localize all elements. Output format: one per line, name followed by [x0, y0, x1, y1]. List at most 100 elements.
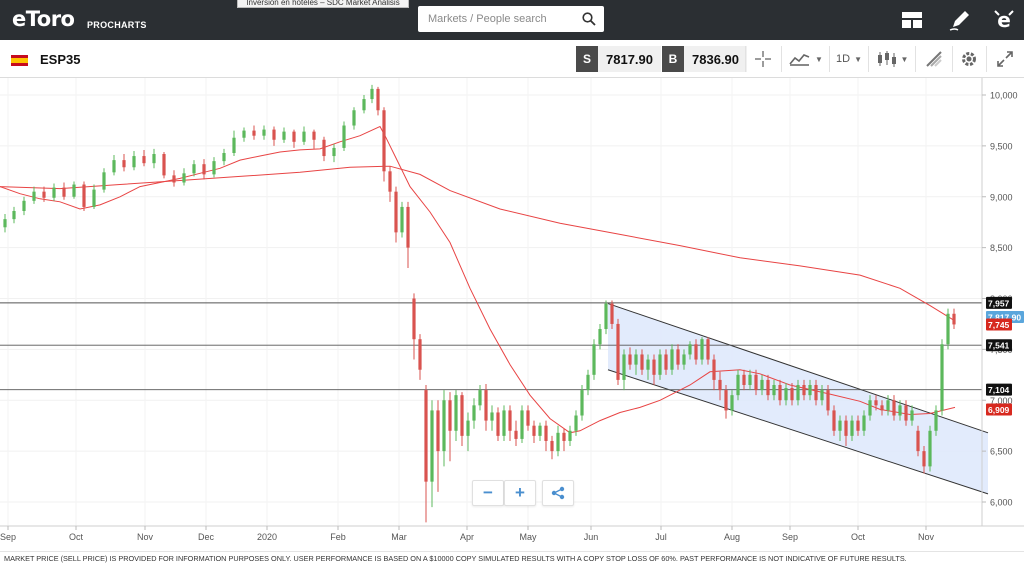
separator [781, 46, 782, 72]
candle-body [242, 130, 246, 138]
candle-body [634, 354, 638, 365]
chart-type-icon [789, 54, 810, 66]
drawing-button[interactable] [920, 46, 948, 72]
x-tick-label: Dec [198, 532, 215, 542]
candle-body [898, 405, 902, 416]
candle-body [724, 390, 728, 411]
candle [418, 334, 422, 380]
candle-body [736, 374, 740, 396]
candle-body [418, 339, 422, 370]
candle-body [400, 206, 404, 233]
candle [598, 323, 602, 350]
candle [262, 125, 266, 140]
candle-body [520, 410, 524, 439]
candle-body [604, 303, 608, 330]
separator [952, 46, 953, 72]
candle [252, 125, 256, 140]
instrument-symbol: ESP35 [40, 52, 81, 67]
etoro-logo[interactable]: eToro [12, 7, 75, 31]
x-tick-label: Aug [724, 532, 740, 542]
candle-body [272, 129, 276, 140]
candle-body [342, 125, 346, 148]
candle-body [52, 187, 56, 198]
timeframe-label: 1D [836, 53, 851, 65]
candle [52, 183, 56, 201]
search-icon[interactable] [582, 12, 596, 26]
candle-body [730, 395, 734, 411]
candle-body [424, 390, 428, 482]
share-button[interactable] [542, 480, 574, 506]
candle-body [412, 298, 416, 340]
x-tick-label: 2020 [257, 532, 277, 542]
layout-icon[interactable] [898, 6, 926, 34]
candle [514, 420, 518, 447]
candle [574, 410, 578, 436]
x-tick-label: Jul [655, 532, 667, 542]
price-badge: 7,745 [986, 318, 1012, 331]
fullscreen-icon [997, 51, 1013, 67]
candle [282, 127, 286, 143]
settings-button[interactable] [956, 46, 982, 72]
moving-average-slow [0, 165, 956, 322]
fullscreen-button[interactable] [992, 46, 1018, 72]
x-tick-label: Apr [460, 532, 474, 542]
candle [508, 405, 512, 441]
candle-body [252, 130, 256, 136]
candle [892, 395, 896, 421]
zoom-out-button[interactable]: − [472, 480, 504, 506]
y-tick-label: 9,500 [990, 141, 1013, 151]
search-input[interactable] [418, 6, 578, 32]
candle [640, 349, 644, 375]
etoro-icon[interactable]: e [990, 6, 1018, 34]
price-badge-bg [986, 383, 1012, 396]
candle [928, 425, 932, 472]
crosshair-icon [755, 51, 771, 67]
timeframe-button[interactable]: 1D ▼ [834, 46, 864, 72]
horizontal-lines [0, 302, 982, 391]
candle-body [526, 410, 530, 426]
candle [442, 390, 446, 467]
crosshair-button[interactable] [750, 46, 776, 72]
candle-body [916, 430, 920, 452]
candle [778, 379, 782, 406]
candle-body [376, 88, 380, 111]
candle [724, 384, 728, 419]
candle [454, 390, 458, 441]
candle [718, 371, 722, 401]
pencil-icon[interactable] [946, 6, 974, 34]
y-tick-label: 8,500 [990, 243, 1013, 253]
candle-body [72, 184, 76, 197]
candle [400, 201, 404, 238]
candle [694, 339, 698, 365]
candle [62, 182, 66, 200]
price-chart[interactable]: 10,0009,5009,0008,5008,0007,5007,0006,50… [0, 78, 1024, 548]
candle [460, 392, 464, 447]
candle [592, 339, 596, 380]
candle-body [694, 344, 698, 360]
sell-price-box[interactable]: S 7817.90 [576, 46, 661, 72]
chart-type-button[interactable]: ▼ [786, 46, 826, 72]
candle-body [312, 131, 316, 140]
buy-price-box[interactable]: B 7836.90 [662, 46, 747, 72]
candle [182, 168, 186, 186]
candle-body [790, 388, 794, 401]
candle [212, 157, 216, 178]
chevron-down-icon: ▼ [900, 54, 909, 64]
candle [292, 129, 296, 148]
candle-body [544, 425, 548, 441]
candle-body [682, 354, 686, 365]
candle [850, 415, 854, 441]
candle [532, 420, 536, 443]
candle-body [322, 139, 326, 157]
separator [745, 46, 746, 72]
candle-body [952, 313, 956, 325]
x-tick-label: Feb [330, 532, 346, 542]
x-tick-label: Nov [918, 532, 935, 542]
price-badge-label: 7,541 [988, 341, 1010, 351]
search-box[interactable] [418, 6, 604, 32]
candle-body [754, 374, 758, 391]
candle-body [640, 354, 644, 370]
zoom-in-button[interactable]: + [504, 480, 536, 506]
indicators-button[interactable]: ▼ [873, 46, 911, 72]
candle-body [388, 171, 392, 192]
